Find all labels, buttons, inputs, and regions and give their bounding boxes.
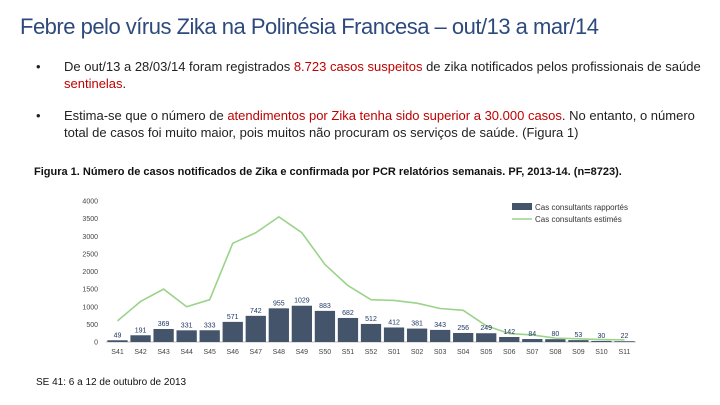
bar-s46 bbox=[222, 321, 243, 342]
bar-value-label: 30 bbox=[598, 333, 606, 340]
bar-s06 bbox=[499, 336, 520, 342]
bar-s08 bbox=[545, 339, 566, 342]
y-tick-label: 2500 bbox=[82, 251, 98, 258]
bar-value-label: 249 bbox=[480, 325, 492, 332]
page-title: Febre pelo vírus Zika na Polinésia Franc… bbox=[20, 14, 599, 39]
bar-s03 bbox=[429, 329, 451, 342]
bar-value-label: 571 bbox=[227, 314, 239, 321]
bar-s41 bbox=[107, 340, 128, 342]
x-tick-label: S03 bbox=[434, 349, 447, 356]
x-tick-label: S52 bbox=[365, 349, 378, 356]
bar-value-label: 84 bbox=[528, 331, 536, 338]
bar-s04 bbox=[453, 332, 474, 342]
bullet-1-part-1: De out/13 a 28/03/14 foram registrados bbox=[64, 59, 294, 74]
bar-s11 bbox=[614, 341, 635, 342]
bullet-1-part-5: . bbox=[122, 76, 127, 91]
bar-s42 bbox=[130, 335, 151, 342]
bar-value-label: 142 bbox=[503, 329, 515, 336]
bullet-marker: • bbox=[36, 108, 41, 123]
x-tick-label: S10 bbox=[595, 349, 608, 356]
bar-value-label: 412 bbox=[388, 319, 400, 326]
bar-value-label: 333 bbox=[204, 322, 216, 329]
x-tick-label: S11 bbox=[619, 349, 631, 356]
bar-value-label: 256 bbox=[457, 325, 469, 332]
estimated-cases-line bbox=[117, 215, 625, 341]
bar-value-label: 1029 bbox=[294, 298, 310, 305]
bar-value-label: 682 bbox=[342, 310, 354, 317]
y-tick-label: 1000 bbox=[82, 304, 98, 311]
bar-s52 bbox=[360, 323, 382, 342]
bullet-2-part-3: . No entanto, o número total de casos fo… bbox=[64, 108, 695, 140]
bar-value-label: 22 bbox=[621, 333, 629, 340]
x-tick-label: S09 bbox=[572, 349, 585, 356]
x-tick-label: S08 bbox=[549, 349, 562, 356]
x-tick-label: S01 bbox=[388, 349, 401, 356]
x-tick-label: S05 bbox=[480, 349, 493, 356]
bar-s51 bbox=[337, 317, 359, 342]
bullet-1-highlight-sentinels: sentinelas bbox=[64, 76, 123, 91]
bar-value-label: 80 bbox=[551, 331, 559, 338]
bullet-2-part-1: Estima-se que o número de bbox=[64, 108, 228, 123]
y-tick-label: 0 bbox=[94, 340, 98, 347]
bar-value-label: 331 bbox=[181, 322, 193, 329]
y-tick-label: 500 bbox=[86, 322, 98, 329]
x-tick-label: S43 bbox=[157, 349, 170, 356]
x-tick-label: S07 bbox=[526, 349, 539, 356]
x-tick-label: S51 bbox=[342, 349, 355, 356]
bar-s47 bbox=[245, 315, 266, 342]
bar-value-label: 53 bbox=[574, 332, 582, 339]
bar-value-label: 742 bbox=[250, 308, 262, 315]
x-tick-label: S48 bbox=[273, 349, 286, 356]
bar-value-label: 955 bbox=[273, 300, 285, 307]
bar-value-label: 883 bbox=[319, 303, 331, 310]
x-tick-label: S47 bbox=[250, 349, 263, 356]
figure-caption: Figura 1. Número de casos notificados de… bbox=[34, 166, 622, 178]
x-tick-label: S46 bbox=[227, 349, 240, 356]
x-tick-label: S49 bbox=[296, 349, 309, 356]
bar-s43 bbox=[153, 328, 174, 342]
bullet-1-part-3: de zika notificados pelos profissionais … bbox=[422, 59, 701, 74]
bar-s45 bbox=[199, 330, 220, 342]
bar-value-label: 381 bbox=[411, 321, 423, 328]
bar-s48 bbox=[268, 308, 289, 342]
bar-s10 bbox=[591, 340, 612, 342]
x-tick-label: S41 bbox=[111, 349, 124, 356]
y-tick-label: 3000 bbox=[82, 234, 98, 241]
legend-label-estimated: Cas consultants estimés bbox=[535, 215, 622, 224]
bar-s01 bbox=[383, 327, 405, 342]
bar-value-label: 49 bbox=[114, 332, 122, 339]
bullet-text-2: Estima-se que o número de atendimentos p… bbox=[64, 107, 716, 141]
legend-label-reported: Cas consultants rapportés bbox=[535, 203, 628, 212]
x-tick-label: S45 bbox=[203, 349, 216, 356]
footnote: SE 41: 6 a 12 de outubro de 2013 bbox=[36, 377, 187, 388]
bar-value-label: 343 bbox=[434, 322, 446, 329]
x-tick-label: S50 bbox=[319, 349, 332, 356]
bar-s44 bbox=[176, 330, 197, 342]
legend-swatch-reported bbox=[512, 203, 532, 210]
y-tick-label: 4000 bbox=[82, 199, 98, 206]
bar-s02 bbox=[406, 328, 428, 342]
x-tick-label: S06 bbox=[503, 349, 516, 356]
bar-value-label: 369 bbox=[158, 321, 170, 328]
bar-s50 bbox=[314, 310, 336, 342]
y-tick-label: 3500 bbox=[82, 216, 98, 223]
bar-s09 bbox=[568, 340, 589, 342]
bar-value-label: 191 bbox=[135, 327, 147, 334]
x-tick-label: S42 bbox=[134, 349, 147, 356]
x-tick-label: S04 bbox=[457, 349, 470, 356]
bar-s49 bbox=[291, 305, 313, 342]
bar-s07 bbox=[522, 339, 543, 342]
bullet-text-1: De out/13 a 28/03/14 foram registrados 8… bbox=[64, 58, 716, 92]
bullet-2-highlight-attendances: atendimentos por Zika tenha sido superio… bbox=[227, 108, 562, 123]
bar-value-label: 512 bbox=[365, 316, 377, 323]
y-tick-label: 2000 bbox=[82, 269, 98, 276]
bar-s05 bbox=[476, 333, 497, 342]
x-tick-label: S44 bbox=[180, 349, 193, 356]
x-tick-label: S02 bbox=[411, 349, 424, 356]
bullet-marker: • bbox=[36, 59, 41, 74]
bullet-1-highlight-cases: 8.723 casos suspeitos bbox=[293, 59, 423, 74]
y-tick-label: 1500 bbox=[82, 287, 98, 294]
